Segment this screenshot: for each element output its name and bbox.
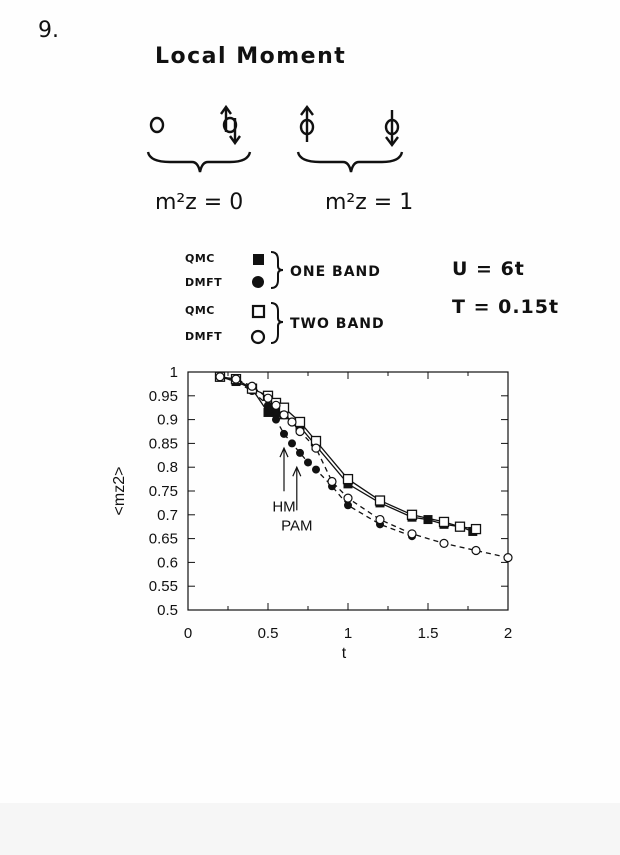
data-point [344, 501, 352, 510]
x-tick-label: 1.5 [418, 625, 439, 642]
mz2-one-label: m²z = 1 [325, 190, 414, 215]
annotation-arrowhead [292, 465, 302, 477]
state-diagram [146, 104, 404, 173]
legend-markers [250, 251, 284, 345]
data-point [264, 401, 272, 410]
y-tick-label: 0.8 [157, 459, 178, 476]
annotation-label: HM [272, 498, 295, 515]
data-point [263, 393, 273, 403]
legend-two-band: TWO BAND [290, 316, 385, 332]
data-point [288, 439, 296, 448]
data-point [271, 407, 281, 417]
y-axis-label: <mz2> [111, 467, 128, 516]
y-tick-label: 0.65 [149, 531, 178, 548]
data-point [271, 400, 281, 410]
data-point [423, 515, 433, 525]
open-circle-marker [250, 329, 266, 345]
data-point [272, 415, 280, 424]
data-point [375, 514, 385, 525]
spin-down-icon [384, 110, 400, 147]
mz2-zero-label: m²z = 0 [155, 190, 244, 215]
y-tick-label: 0.75 [149, 483, 178, 500]
annotation-arrowhead [279, 446, 289, 458]
data-point [439, 538, 449, 548]
data-point [407, 529, 417, 539]
y-tick-label: 0.5 [157, 602, 178, 619]
data-point [471, 545, 481, 556]
series-line [219, 376, 413, 537]
y-tick-label: 0.55 [149, 578, 178, 595]
y-tick-label: 0.95 [149, 388, 178, 405]
data-point [287, 417, 297, 427]
page-number: 9. [38, 18, 59, 43]
data-point [327, 476, 337, 487]
x-tick-label: 2 [504, 625, 512, 642]
legend-qmc-two: QMC [185, 304, 215, 317]
data-point [343, 493, 353, 503]
data-point [311, 443, 321, 453]
y-tick-label: 0.7 [157, 507, 178, 524]
legend-brace-two [270, 302, 284, 344]
data-point [279, 410, 289, 420]
data-point [406, 509, 418, 520]
data-point [263, 407, 273, 417]
x-axis-label: t [342, 645, 347, 662]
page-title: Local Moment [155, 44, 347, 69]
double-occupied-icon [220, 104, 241, 146]
x-tick-label: 1 [344, 625, 352, 642]
open-square-marker [251, 304, 266, 319]
y-tick-label: 1 [170, 364, 178, 381]
data-point [294, 416, 306, 428]
brace-left [146, 151, 252, 173]
legend-qmc-one: QMC [185, 252, 215, 265]
y-tick-label: 0.6 [157, 554, 178, 571]
brace-right [296, 151, 404, 173]
data-point [231, 374, 241, 384]
filled-square-marker [253, 254, 264, 265]
data-point [454, 521, 466, 532]
param-u: U = 6t [452, 258, 525, 280]
data-point [438, 516, 450, 528]
legend-one-band: ONE BAND [290, 264, 381, 280]
param-t: T = 0.15t [452, 296, 560, 318]
data-point [295, 426, 305, 437]
legend-dmft-one: DMFT [185, 276, 223, 289]
x-tick-label: 0 [184, 625, 192, 642]
y-tick-label: 0.85 [149, 435, 178, 452]
empty-site-icon [149, 116, 165, 134]
data-point [342, 473, 354, 485]
spin-up-icon [299, 105, 315, 142]
plot-frame [187, 371, 509, 611]
legend-dmft-two: DMFT [185, 330, 223, 343]
data-point [247, 381, 257, 391]
data-point [312, 465, 320, 474]
page-bottom-edge [0, 803, 620, 855]
data-point [374, 495, 386, 506]
data-point [280, 429, 288, 438]
legend-brace-one [270, 251, 284, 289]
filled-circle-marker [252, 276, 264, 288]
data-point [296, 448, 304, 457]
y-tick-label: 0.9 [157, 412, 178, 429]
data-point [215, 372, 225, 382]
x-tick-label: 0.5 [258, 625, 279, 642]
series-line [219, 376, 509, 559]
annotation-label: PAM [281, 517, 312, 534]
data-point [470, 523, 482, 535]
data-point [503, 553, 513, 563]
data-point [304, 458, 312, 467]
